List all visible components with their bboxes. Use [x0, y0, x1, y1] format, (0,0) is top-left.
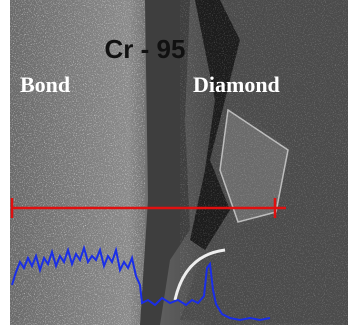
- micrograph: Cr - 95 Bond Diamond: [0, 0, 348, 325]
- bond-label: Bond: [20, 72, 70, 97]
- page: Cr - 95 Bond Diamond (() => { const data…: [0, 0, 348, 325]
- diamond-label: Diamond: [193, 72, 280, 97]
- sample-label: Cr - 95: [105, 34, 186, 64]
